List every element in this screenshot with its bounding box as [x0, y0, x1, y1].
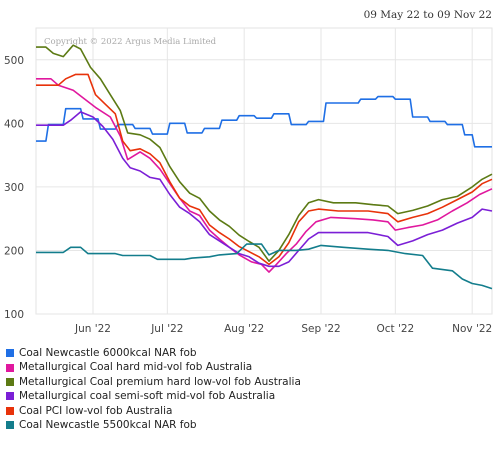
legend-swatch — [6, 421, 14, 430]
x-tick-label: Aug '22 — [224, 323, 264, 335]
legend-swatch — [6, 349, 14, 358]
x-tick-label: Jul '22 — [150, 323, 183, 335]
legend-item[interactable]: Coal Newcastle 6000kcal NAR fob — [6, 346, 301, 360]
chart-series — [36, 44, 493, 290]
legend-label: Coal Newcastle 6000kcal NAR fob — [19, 347, 197, 359]
legend-swatch — [6, 377, 14, 386]
legend-item[interactable]: Metallurgical coal semi-soft mid-vol fob… — [6, 389, 301, 403]
legend-label: Metallurgical Coal premium hard low-vol … — [19, 375, 301, 388]
chart-grid — [35, 27, 493, 315]
x-tick-label: Nov '22 — [452, 323, 492, 335]
legend-label: Metallurgical Coal hard mid-vol fob Aust… — [19, 361, 253, 374]
legend-label: Coal PCI low-vol fob Australia — [19, 404, 173, 417]
y-tick-label: 400 — [4, 118, 24, 130]
legend-swatch — [6, 392, 14, 401]
x-axis-tick-labels: Jun '22 Jul '22 Aug '22 Sep '22 Oct '22 Nov '… — [74, 323, 492, 335]
x-tick-label: Sep '22 — [301, 323, 340, 335]
legend-item[interactable]: Coal Newcastle 5500kcal NAR fob — [6, 418, 301, 432]
legend-item[interactable]: Metallurgical Coal hard mid-vol fob Aust… — [6, 360, 301, 374]
chart-copyright: Copyright © 2022 Argus Media Limited — [44, 37, 217, 47]
legend-label: Coal Newcastle 5500kcal NAR fob — [19, 418, 197, 431]
legend-swatch — [6, 406, 14, 415]
chart-legend: Coal Newcastle 6000kcal NAR fob Metallurg… — [6, 346, 301, 432]
plot-area-border — [35, 27, 493, 315]
y-tick-label: 200 — [4, 245, 24, 257]
price-line-chart: 100 200 300 400 500 Jun '22 Jul '22 Aug '22 Sep… — [4, 27, 493, 335]
series-line-3 — [36, 44, 493, 262]
series-line-6 — [36, 243, 493, 290]
series-line-5 — [36, 73, 493, 266]
x-tick-label: Jun '22 — [74, 323, 111, 335]
date-range-label: 09 May 22 to 09 Nov 22 — [363, 9, 492, 21]
series-line-2 — [36, 78, 493, 273]
legend-item[interactable]: Metallurgical Coal premium hard low-vol … — [6, 375, 301, 389]
legend-label: Metallurgical coal semi-soft mid-vol fob… — [19, 390, 276, 403]
y-axis-tick-labels: 100 200 300 400 500 — [4, 55, 24, 321]
legend-swatch — [6, 363, 14, 372]
legend-item[interactable]: Coal PCI low-vol fob Australia — [6, 404, 301, 418]
series-line-1 — [36, 95, 492, 148]
y-tick-label: 100 — [4, 309, 24, 321]
x-tick-label: Oct '22 — [376, 323, 414, 335]
y-tick-label: 300 — [4, 182, 24, 194]
y-tick-label: 500 — [4, 55, 24, 67]
series-line-4 — [36, 111, 493, 268]
